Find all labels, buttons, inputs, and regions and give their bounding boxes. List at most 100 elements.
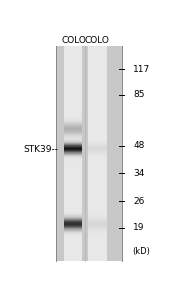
FancyBboxPatch shape — [64, 117, 82, 118]
FancyBboxPatch shape — [64, 105, 82, 106]
FancyBboxPatch shape — [88, 164, 107, 165]
FancyBboxPatch shape — [88, 159, 107, 160]
FancyBboxPatch shape — [88, 60, 107, 61]
FancyBboxPatch shape — [64, 181, 82, 182]
Text: 34: 34 — [133, 169, 145, 178]
FancyBboxPatch shape — [88, 257, 107, 258]
FancyBboxPatch shape — [88, 130, 107, 131]
FancyBboxPatch shape — [88, 163, 107, 164]
FancyBboxPatch shape — [64, 115, 82, 116]
FancyBboxPatch shape — [88, 208, 107, 209]
FancyBboxPatch shape — [64, 252, 82, 253]
FancyBboxPatch shape — [64, 218, 82, 219]
FancyBboxPatch shape — [88, 198, 107, 199]
FancyBboxPatch shape — [88, 75, 107, 76]
FancyBboxPatch shape — [64, 251, 82, 252]
FancyBboxPatch shape — [88, 74, 107, 75]
FancyBboxPatch shape — [64, 50, 82, 51]
FancyBboxPatch shape — [64, 228, 82, 229]
FancyBboxPatch shape — [64, 117, 82, 118]
FancyBboxPatch shape — [64, 145, 82, 146]
FancyBboxPatch shape — [64, 179, 82, 180]
FancyBboxPatch shape — [64, 243, 82, 244]
FancyBboxPatch shape — [88, 160, 107, 161]
FancyBboxPatch shape — [88, 224, 107, 225]
FancyBboxPatch shape — [88, 193, 107, 194]
Text: 48: 48 — [133, 141, 145, 150]
FancyBboxPatch shape — [88, 151, 107, 152]
FancyBboxPatch shape — [64, 104, 82, 105]
FancyBboxPatch shape — [88, 107, 107, 108]
FancyBboxPatch shape — [88, 54, 107, 55]
FancyBboxPatch shape — [88, 105, 107, 106]
FancyBboxPatch shape — [88, 117, 107, 118]
FancyBboxPatch shape — [88, 65, 107, 66]
FancyBboxPatch shape — [64, 193, 82, 194]
FancyBboxPatch shape — [88, 173, 107, 174]
FancyBboxPatch shape — [64, 225, 82, 226]
FancyBboxPatch shape — [64, 114, 82, 115]
FancyBboxPatch shape — [88, 239, 107, 240]
FancyBboxPatch shape — [64, 183, 82, 184]
FancyBboxPatch shape — [88, 210, 107, 211]
FancyBboxPatch shape — [64, 58, 82, 59]
FancyBboxPatch shape — [64, 221, 82, 222]
FancyBboxPatch shape — [88, 256, 107, 257]
FancyBboxPatch shape — [64, 220, 82, 221]
FancyBboxPatch shape — [88, 135, 107, 136]
FancyBboxPatch shape — [64, 139, 82, 140]
FancyBboxPatch shape — [64, 46, 82, 47]
FancyBboxPatch shape — [88, 162, 107, 163]
FancyBboxPatch shape — [64, 151, 82, 152]
FancyBboxPatch shape — [88, 215, 107, 216]
FancyBboxPatch shape — [88, 133, 107, 134]
FancyBboxPatch shape — [88, 179, 107, 180]
FancyBboxPatch shape — [64, 184, 82, 185]
FancyBboxPatch shape — [88, 53, 107, 54]
FancyBboxPatch shape — [64, 194, 82, 195]
FancyBboxPatch shape — [64, 212, 82, 213]
FancyBboxPatch shape — [64, 126, 82, 127]
FancyBboxPatch shape — [88, 78, 107, 79]
FancyBboxPatch shape — [88, 206, 107, 207]
FancyBboxPatch shape — [88, 70, 107, 71]
FancyBboxPatch shape — [64, 206, 82, 207]
FancyBboxPatch shape — [64, 60, 82, 61]
FancyBboxPatch shape — [88, 112, 107, 113]
FancyBboxPatch shape — [64, 185, 82, 186]
FancyBboxPatch shape — [88, 91, 107, 92]
FancyBboxPatch shape — [64, 103, 82, 104]
FancyBboxPatch shape — [64, 106, 82, 107]
FancyBboxPatch shape — [64, 124, 82, 125]
FancyBboxPatch shape — [64, 74, 82, 75]
FancyBboxPatch shape — [64, 198, 82, 199]
FancyBboxPatch shape — [64, 171, 82, 172]
FancyBboxPatch shape — [64, 146, 82, 147]
FancyBboxPatch shape — [64, 240, 82, 241]
Text: 19: 19 — [133, 223, 145, 232]
FancyBboxPatch shape — [88, 63, 107, 64]
Text: 26: 26 — [133, 197, 145, 206]
FancyBboxPatch shape — [88, 50, 107, 51]
FancyBboxPatch shape — [64, 255, 82, 256]
FancyBboxPatch shape — [64, 164, 82, 165]
FancyBboxPatch shape — [88, 51, 107, 52]
FancyBboxPatch shape — [64, 62, 82, 63]
FancyBboxPatch shape — [88, 223, 107, 224]
FancyBboxPatch shape — [88, 249, 107, 250]
FancyBboxPatch shape — [64, 159, 82, 160]
FancyBboxPatch shape — [88, 197, 107, 198]
FancyBboxPatch shape — [64, 150, 82, 151]
FancyBboxPatch shape — [64, 85, 82, 86]
FancyBboxPatch shape — [64, 120, 82, 121]
FancyBboxPatch shape — [64, 70, 82, 71]
FancyBboxPatch shape — [64, 197, 82, 198]
FancyBboxPatch shape — [88, 113, 107, 114]
FancyBboxPatch shape — [88, 77, 107, 78]
FancyBboxPatch shape — [64, 243, 82, 244]
FancyBboxPatch shape — [88, 52, 107, 53]
FancyBboxPatch shape — [64, 250, 82, 251]
FancyBboxPatch shape — [88, 161, 107, 162]
FancyBboxPatch shape — [88, 155, 107, 156]
FancyBboxPatch shape — [88, 87, 107, 88]
